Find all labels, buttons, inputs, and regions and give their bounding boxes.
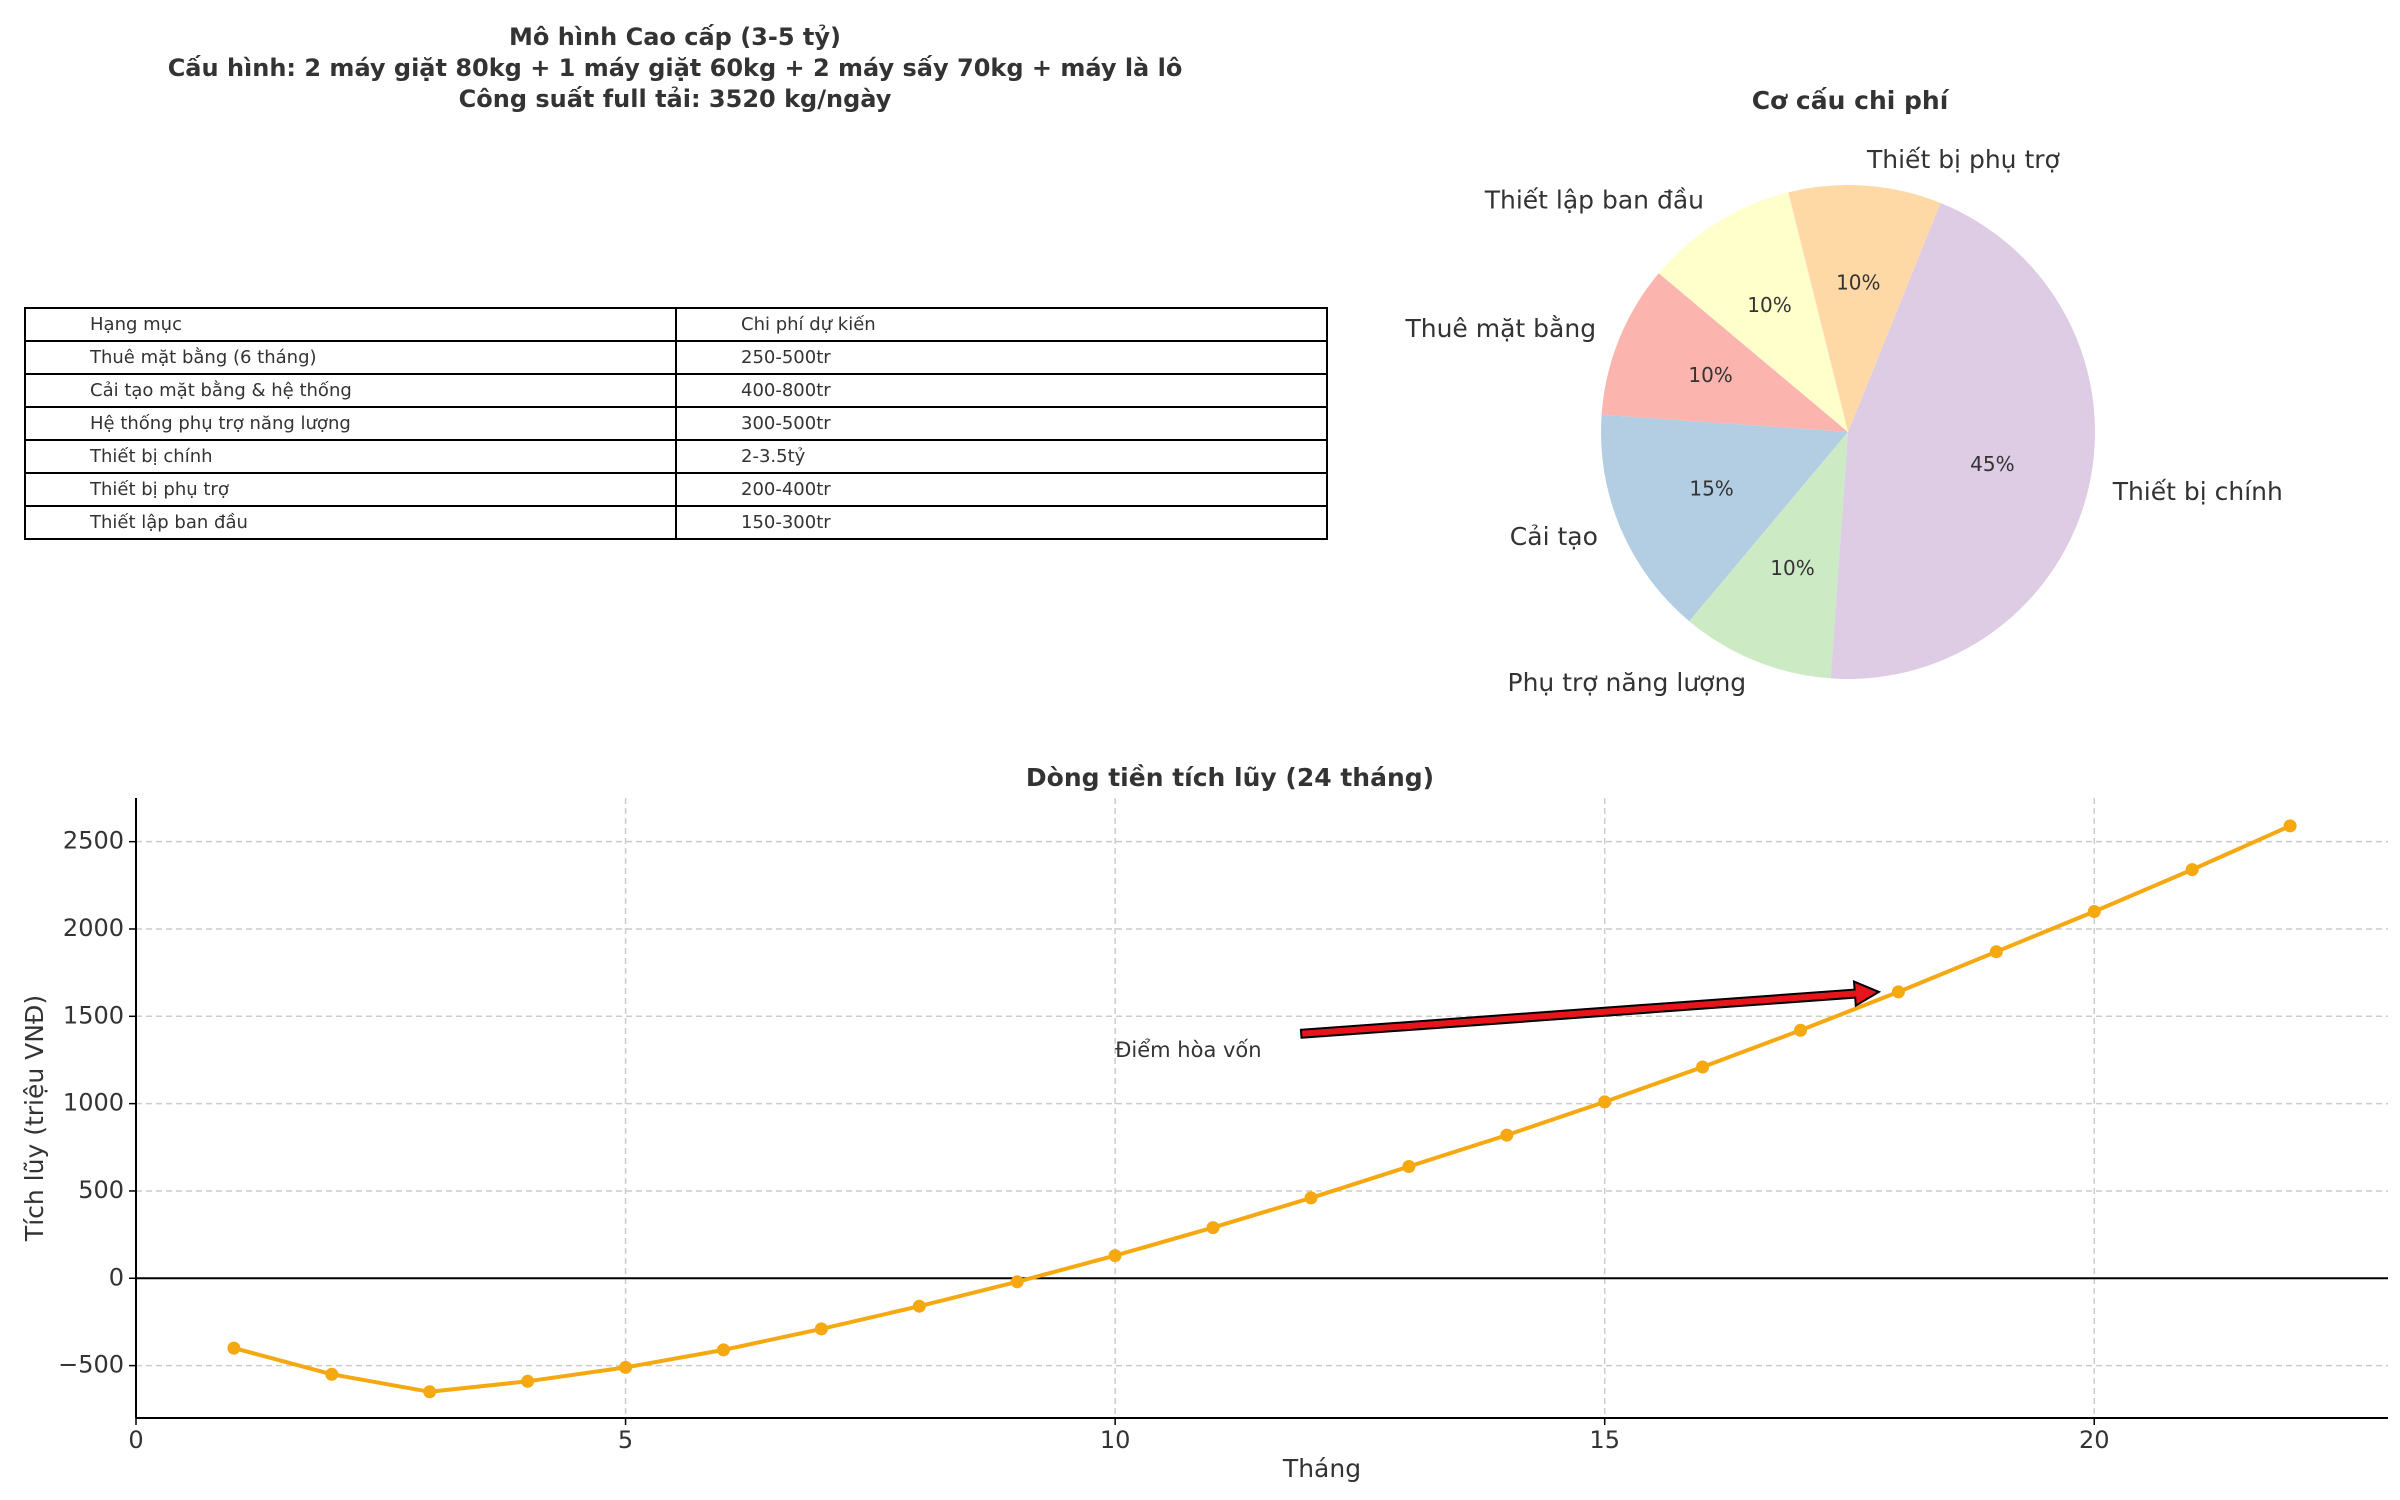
pie-category-label: Phụ trợ năng lượng xyxy=(1508,668,1747,697)
pie-percent-label: 10% xyxy=(1747,293,1791,317)
pie-slice xyxy=(1788,185,1941,432)
line-chart-title: Dòng tiền tích lũy (24 tháng) xyxy=(1025,763,1435,792)
x-axis-label: Tháng xyxy=(1282,1454,1361,1483)
table-cell-item: Thuê mặt bằng (6 tháng) xyxy=(24,340,677,375)
y-tick-label: 500 xyxy=(78,1176,124,1204)
pie-percent-label: 45% xyxy=(1970,452,2014,476)
title-line-3: Công suất full tải: 3520 kg/ngày xyxy=(458,85,892,113)
data-point xyxy=(2185,863,2199,877)
y-tick-label: −500 xyxy=(58,1351,124,1379)
data-point xyxy=(1989,945,2003,959)
data-point xyxy=(423,1385,437,1399)
title-line-1: Mô hình Cao cấp (3-5 tỷ) xyxy=(509,23,841,51)
y-tick-label: 2000 xyxy=(63,914,124,942)
x-tick-label: 0 xyxy=(128,1426,143,1454)
table-cell-item: Thiết bị phụ trợ xyxy=(24,472,677,507)
table-cell-cost: 250-500tr xyxy=(675,340,1328,375)
data-point xyxy=(1598,1095,1612,1109)
table-row: Thiết bị chính 2-3.5tỷ xyxy=(24,439,1328,474)
x-tick-label: 15 xyxy=(1589,1426,1620,1454)
data-point xyxy=(1891,985,1905,999)
title-line-2: Cấu hình: 2 máy giặt 80kg + 1 máy giặt 6… xyxy=(167,54,1183,82)
data-point xyxy=(1794,1023,1807,1037)
data-point xyxy=(1500,1128,1514,1142)
table-header-cost: Chi phí dự kiến xyxy=(675,307,1328,342)
pie-slice xyxy=(1658,192,1848,432)
pie-category-label: Cải tạo xyxy=(1510,522,1598,551)
pie-percent-label: 10% xyxy=(1836,271,1880,295)
table-row: Thiết lập ban đầu 150-300tr xyxy=(24,505,1328,540)
data-point xyxy=(1206,1221,1220,1235)
pie-percent-label: 15% xyxy=(1689,476,1733,500)
table-header-item: Hạng mục xyxy=(24,307,677,342)
table-row: Hệ thống phụ trợ năng lượng 300-500tr xyxy=(24,406,1328,441)
y-tick-label: 2500 xyxy=(63,827,124,855)
data-point xyxy=(619,1360,633,1374)
table-cell-cost: 400-800tr xyxy=(675,373,1328,408)
x-tick-label: 5 xyxy=(618,1426,633,1454)
pie-percent-label: 10% xyxy=(1688,363,1732,387)
table-cell-cost: 300-500tr xyxy=(675,406,1328,441)
data-point xyxy=(1402,1160,1416,1173)
data-point xyxy=(227,1341,241,1355)
breakeven-arrow xyxy=(1299,980,1882,1039)
y-tick-label: 1000 xyxy=(63,1089,124,1117)
table-row: Cải tạo mặt bằng & hệ thống 400-800tr xyxy=(24,373,1328,408)
data-point xyxy=(1010,1275,1024,1289)
page-title: Mô hình Cao cấp (3-5 tỷ) Cấu hình: 2 máy… xyxy=(0,22,1350,115)
table-row: Thiết bị phụ trợ 200-400tr xyxy=(24,472,1328,507)
pie-category-label: Thiết lập ban đầu xyxy=(1484,186,1704,215)
series-line xyxy=(233,824,2291,1394)
pie-category-label: Thiết bị chính xyxy=(2112,477,2283,506)
pie-percent-label: 10% xyxy=(1770,556,1814,580)
data-point xyxy=(1304,1191,1318,1205)
breakeven-annotation: Điểm hòa vốn xyxy=(1115,1038,1261,1062)
data-point xyxy=(325,1367,339,1381)
table-cell-cost: 200-400tr xyxy=(675,472,1328,507)
pie-slice xyxy=(1830,202,2095,680)
pie-chart-title: Cơ cấu chi phí xyxy=(1751,86,1949,115)
data-point xyxy=(521,1374,535,1388)
pie-slice xyxy=(1600,414,1848,622)
table-cell-cost: 150-300tr xyxy=(675,505,1328,540)
table-cell-item: Hệ thống phụ trợ năng lượng xyxy=(24,406,677,441)
data-point xyxy=(717,1343,730,1357)
pie-category-label: Thiết bị phụ trợ xyxy=(1866,145,2061,174)
data-point xyxy=(814,1322,828,1336)
pie-chart: 10% Thuê mặt bằng 15% Cải tạo 10% Phụ trợ năn… xyxy=(1404,145,2282,697)
data-point xyxy=(2283,819,2297,833)
data-point xyxy=(912,1299,926,1313)
pie-slice xyxy=(1601,273,1848,432)
table-header-row: Hạng mục Chi phí dự kiến xyxy=(24,307,1328,342)
table-cell-item: Thiết bị chính xyxy=(24,439,677,474)
y-tick-label: 0 xyxy=(109,1263,124,1291)
cost-table: Hạng mục Chi phí dự kiến Thuê mặt bằng (… xyxy=(24,307,1328,540)
y-axis-label: Tích lũy (triệu VNĐ) xyxy=(20,995,49,1242)
data-point xyxy=(1108,1249,1122,1263)
pie-slice xyxy=(1689,432,1848,679)
data-point xyxy=(1696,1060,1710,1074)
x-tick-label: 20 xyxy=(2079,1426,2110,1454)
table-cell-cost: 2-3.5tỷ xyxy=(675,439,1328,474)
x-tick-label: 10 xyxy=(1100,1426,1131,1454)
y-tick-label: 1500 xyxy=(63,1001,124,1029)
pie-category-label: Thuê mặt bằng xyxy=(1404,314,1596,343)
table-row: Thuê mặt bằng (6 tháng) 250-500tr xyxy=(24,340,1328,375)
data-point xyxy=(2087,905,2101,918)
line-chart: 0 5 10 15 20 −500 0 500 1000 1500 2000 2500 Tháng Tíc… xyxy=(20,798,2388,1483)
table-cell-item: Thiết lập ban đầu xyxy=(24,505,677,540)
table-cell-item: Cải tạo mặt bằng & hệ thống xyxy=(24,373,677,408)
